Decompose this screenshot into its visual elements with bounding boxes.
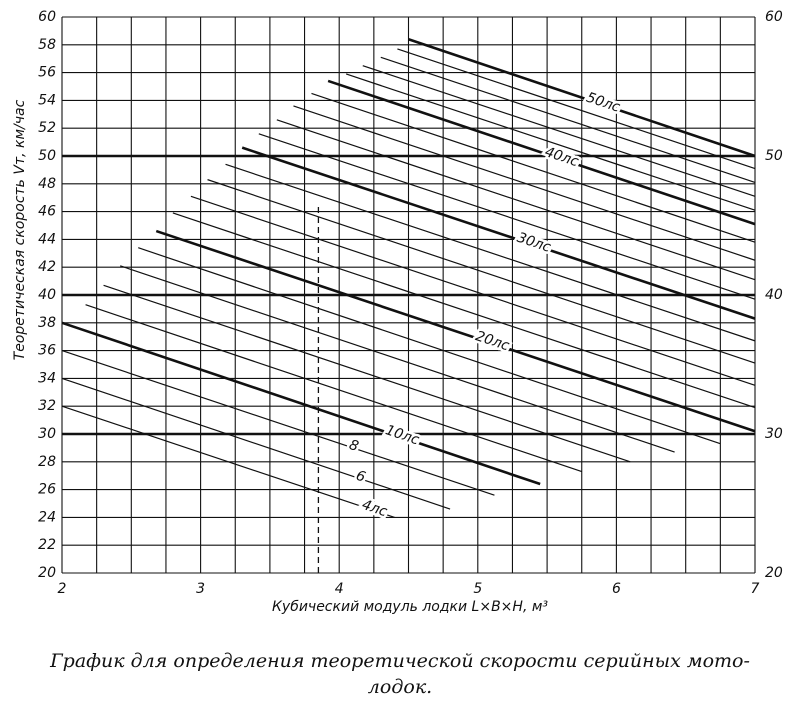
y2-tick-label: 30 [765,426,783,442]
y-axis-label: Теоретическая скорость Vт, км/час [12,99,28,360]
power-line [327,79,756,226]
power-line [61,377,451,510]
y-tick-label: 34 [38,370,56,386]
y-tick-label: 30 [38,426,56,442]
y2-tick-label: 50 [765,148,783,164]
y-tick-label: 54 [38,92,56,108]
power-line [258,133,756,300]
power-line [138,247,721,445]
power-line [155,229,756,433]
power-line [85,304,582,473]
caption: График для определения теоретической ско… [49,650,750,672]
power-line [362,65,756,197]
y-tick-label: 44 [38,231,56,247]
y2-tick-label: 20 [765,565,783,581]
x-tick-label: 4 [335,581,344,597]
power-line [241,146,756,320]
y-tick-label: 38 [38,315,56,331]
power-line [103,284,631,463]
line-label: 10лс [383,422,421,448]
y-tick-label: 48 [38,176,56,192]
line-label: 40лс [543,144,581,170]
y-tick-label: 24 [38,509,56,525]
y-tick-label: 52 [38,120,56,136]
y-tick-label: 36 [38,343,56,359]
y-tick-label: 58 [38,37,56,53]
power-line [61,405,395,518]
y-tick-label: 50 [38,148,56,164]
x-tick-label: 3 [196,581,205,597]
power-line [225,163,756,342]
power-line [311,92,756,243]
power-line [408,38,756,158]
caption: лодок. [368,676,432,698]
y-tick-label: 42 [38,259,56,275]
y-tick-label: 20 [38,565,56,581]
y-tick-label: 28 [38,454,56,470]
y-tick-label: 60 [38,9,56,25]
power-line [397,48,756,170]
power-line [120,265,675,453]
x-tick-label: 5 [473,581,482,597]
power-line [345,73,756,211]
y-tick-label: 56 [38,65,56,81]
y-tick-label: 32 [38,398,56,414]
x-tick-label: 6 [612,581,621,597]
power-line [207,179,756,364]
line-label: 4лс [360,497,390,520]
power-line [172,212,756,409]
power-line [61,350,495,496]
y-tick-label: 46 [38,204,56,220]
power-line [61,321,541,486]
y-tick-label: 40 [38,287,56,303]
x-tick-label: 7 [751,581,760,597]
y2-tick-label: 40 [765,287,783,303]
power-line [293,105,756,261]
y2-tick-label: 60 [765,9,783,25]
x-axis-label: Кубический модуль лодки L×B×H, м³ [272,599,548,615]
power-line [276,119,756,281]
power-line [190,195,756,386]
line-label: 6 [354,468,368,486]
line-label: 8 [347,437,361,455]
power-line [380,56,756,183]
y-tick-label: 26 [38,482,56,498]
x-tick-label: 2 [58,581,67,597]
y-tick-label: 22 [38,537,56,553]
